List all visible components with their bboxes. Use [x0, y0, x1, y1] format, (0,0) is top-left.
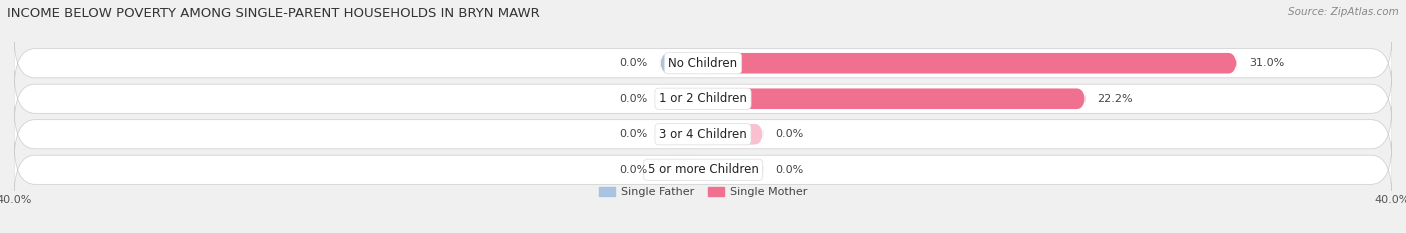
FancyBboxPatch shape	[703, 159, 763, 180]
Text: 0.0%: 0.0%	[620, 165, 648, 175]
Text: 3 or 4 Children: 3 or 4 Children	[659, 128, 747, 141]
Text: 31.0%: 31.0%	[1249, 58, 1284, 68]
FancyBboxPatch shape	[14, 142, 1392, 198]
Text: No Children: No Children	[668, 57, 738, 70]
FancyBboxPatch shape	[703, 53, 1237, 74]
Text: 0.0%: 0.0%	[620, 129, 648, 139]
Text: 0.0%: 0.0%	[620, 94, 648, 104]
Legend: Single Father, Single Mother: Single Father, Single Mother	[599, 187, 807, 197]
Text: 22.2%: 22.2%	[1098, 94, 1133, 104]
FancyBboxPatch shape	[659, 89, 703, 109]
Text: 5 or more Children: 5 or more Children	[648, 163, 758, 176]
FancyBboxPatch shape	[659, 159, 703, 180]
Text: 0.0%: 0.0%	[775, 165, 804, 175]
Text: 1 or 2 Children: 1 or 2 Children	[659, 92, 747, 105]
Text: INCOME BELOW POVERTY AMONG SINGLE-PARENT HOUSEHOLDS IN BRYN MAWR: INCOME BELOW POVERTY AMONG SINGLE-PARENT…	[7, 7, 540, 20]
FancyBboxPatch shape	[14, 106, 1392, 162]
FancyBboxPatch shape	[659, 53, 703, 74]
FancyBboxPatch shape	[703, 89, 1085, 109]
FancyBboxPatch shape	[703, 124, 763, 144]
FancyBboxPatch shape	[14, 71, 1392, 127]
Text: Source: ZipAtlas.com: Source: ZipAtlas.com	[1288, 7, 1399, 17]
FancyBboxPatch shape	[14, 35, 1392, 91]
Text: 0.0%: 0.0%	[775, 129, 804, 139]
FancyBboxPatch shape	[659, 124, 703, 144]
Text: 0.0%: 0.0%	[620, 58, 648, 68]
